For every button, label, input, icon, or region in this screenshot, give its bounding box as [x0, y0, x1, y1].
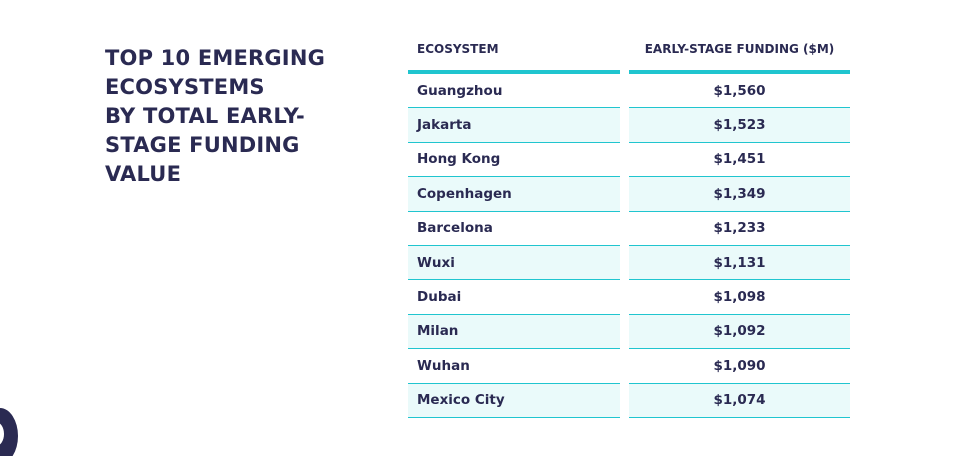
funding-cell: $1,233: [629, 212, 850, 246]
table-row: Copenhagen $1,349: [408, 177, 850, 212]
ecosystem-cell: Wuxi: [408, 245, 620, 281]
ecosystem-cell: Wuhan: [408, 349, 620, 384]
funding-cell: $1,560: [629, 74, 850, 109]
table-header: ECOSYSTEM EARLY-STAGE FUNDING ($M): [408, 34, 850, 74]
column-header-ecosystem: ECOSYSTEM: [408, 34, 620, 74]
ecosystem-cell: Mexico City: [408, 383, 620, 418]
table-row: Wuhan $1,090: [408, 349, 850, 384]
funding-cell: $1,090: [629, 349, 850, 384]
title-line: TOP 10 EMERGING: [105, 46, 326, 70]
column-header-funding: EARLY-STAGE FUNDING ($M): [629, 34, 850, 74]
ecosystem-cell: Milan: [408, 314, 620, 350]
ecosystem-cell: Copenhagen: [408, 177, 620, 212]
chart-title: TOP 10 EMERGING ECOSYSTEMS BY TOTAL EARL…: [105, 44, 345, 189]
table-body: Guangzhou $1,560 Jakarta $1,523 Hong Kong $1,…: [408, 74, 850, 418]
funding-table: ECOSYSTEM EARLY-STAGE FUNDING ($M) Guang…: [408, 34, 850, 418]
table-row: Milan $1,092: [408, 314, 850, 350]
decorative-logo-shape: [0, 408, 18, 456]
funding-cell: $1,349: [629, 177, 850, 212]
ecosystem-cell: Jakarta: [408, 108, 620, 143]
title-line: ECOSYSTEMS: [105, 75, 265, 99]
title-line: STAGE FUNDING: [105, 133, 300, 157]
funding-cell: $1,451: [629, 143, 850, 178]
decorative-logo-shape-inner: [0, 422, 4, 446]
ecosystem-cell: Guangzhou: [408, 74, 620, 109]
ecosystem-cell: Dubai: [408, 280, 620, 315]
title-line: VALUE: [105, 162, 182, 186]
ecosystem-cell: Barcelona: [408, 212, 620, 246]
table-row: Mexico City $1,074: [408, 383, 850, 418]
funding-cell: $1,098: [629, 280, 850, 315]
table-row: Wuxi $1,131: [408, 245, 850, 281]
table-row: Barcelona $1,233: [408, 212, 850, 246]
table-row: Hong Kong $1,451: [408, 143, 850, 178]
table-row: Jakarta $1,523: [408, 108, 850, 143]
ecosystem-cell: Hong Kong: [408, 143, 620, 178]
funding-cell: $1,131: [629, 245, 850, 281]
funding-cell: $1,074: [629, 383, 850, 418]
table-row: Guangzhou $1,560: [408, 74, 850, 109]
table-row: Dubai $1,098: [408, 280, 850, 315]
funding-cell: $1,523: [629, 108, 850, 143]
title-line: BY TOTAL EARLY-: [105, 104, 305, 128]
funding-cell: $1,092: [629, 314, 850, 350]
